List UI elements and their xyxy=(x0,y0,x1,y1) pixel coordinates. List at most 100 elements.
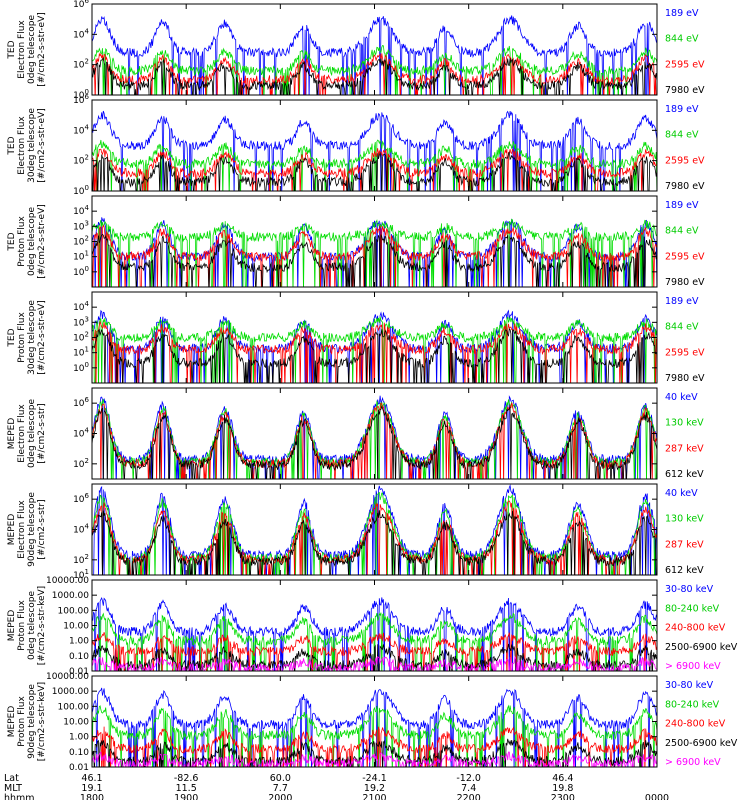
y-tick-label: 103 xyxy=(73,219,89,232)
ephemeris-lat: -82.6 xyxy=(174,773,199,784)
series-line-30-80-kev xyxy=(92,596,657,671)
ephemeris-lat: -24.1 xyxy=(362,773,387,784)
y-tick-label: 10000.00 xyxy=(46,672,89,682)
y-tick-label: 100.00 xyxy=(58,702,90,712)
legend-130-kev: 130 keV xyxy=(665,418,704,429)
legend-130-kev: 130 keV xyxy=(665,514,704,525)
series-line-7980-ev xyxy=(92,151,657,191)
y-tick-label: 106 xyxy=(73,396,89,409)
y-axis-label: MEPEDProton Flux90deg telescope[#/cm2-s-… xyxy=(7,682,47,761)
legend-240-800-kev: 240-800 keV xyxy=(665,623,726,634)
y-tick-label: 100 xyxy=(73,184,89,197)
ephemeris-mlt: 7.4 xyxy=(461,783,476,794)
ephemeris-hhmm: 2300 xyxy=(551,793,575,800)
legend-7980-ev: 7980 eV xyxy=(665,85,705,96)
y-tick-label: 102 xyxy=(73,553,89,566)
legend-189-ev: 189 eV xyxy=(665,200,699,211)
y-tick-label: 106 xyxy=(73,492,89,505)
legend-7980-ev: 7980 eV xyxy=(665,373,705,384)
y-tick-label: 100 xyxy=(73,265,89,278)
y-tick-label: 1.00 xyxy=(69,637,89,647)
ephemeris-hhmm: 1900 xyxy=(174,793,198,800)
series-line-612-kev xyxy=(92,405,657,479)
panel-7: 0.01 0.10 1.00 10.00 100.00 1000.00 10000.00ME… xyxy=(7,576,738,677)
series-line-2595-ev xyxy=(92,320,657,383)
legend--6900-kev: > 6900 keV xyxy=(665,757,721,768)
y-tick-label: 0.10 xyxy=(69,652,89,662)
panel-4: 100 101 102 103 104 TEDProton Flux30deg teles… xyxy=(7,291,705,384)
legend-844-ev: 844 eV xyxy=(665,34,699,45)
legend-2595-ev: 2595 eV xyxy=(665,59,705,70)
legend-844-ev: 844 eV xyxy=(665,322,699,333)
panel-5: 102 104 106 MEPEDElectron Flux0deg telescop… xyxy=(7,387,704,480)
series-line-2595-ev xyxy=(92,148,657,191)
series-line-844-ev xyxy=(92,218,657,287)
series-line-189-ev xyxy=(92,217,657,287)
y-tick-label: 102 xyxy=(73,235,89,248)
series-line-2500-6900-kev xyxy=(92,738,657,767)
legend-612-kev: 612 keV xyxy=(665,565,704,576)
y-tick-label: 102 xyxy=(73,154,89,167)
series-line-7980-ev xyxy=(92,328,657,383)
chart-panels: 100 102 104 106 TEDElectron Flux0deg telesco… xyxy=(7,0,738,773)
y-tick-label: 104 xyxy=(73,204,89,217)
series-line-7980-ev xyxy=(92,233,657,287)
y-tick-label: 104 xyxy=(73,427,89,440)
y-tick-label: 102 xyxy=(73,58,89,71)
legend-189-ev: 189 eV xyxy=(665,8,699,19)
y-axis-label: MEPEDElectron Flux90deg telescope[#/cm2-… xyxy=(7,492,47,567)
legend-612-kev: 612 keV xyxy=(665,469,704,480)
ephemeris-row-label: Lat xyxy=(4,773,19,784)
series-line-844-ev xyxy=(92,316,657,383)
ephemeris-mlt: 7.7 xyxy=(273,783,288,794)
legend-240-800-kev: 240-800 keV xyxy=(665,719,726,730)
legend--6900-kev: > 6900 keV xyxy=(665,661,721,672)
y-axis-label: TEDElectron Flux0deg telescope[#/cm2-s-s… xyxy=(7,12,47,87)
series-line-80-240-kev xyxy=(92,612,657,671)
series-line-189-ev xyxy=(92,15,657,95)
legend-2500-6900-kev: 2500-6900 keV xyxy=(665,642,738,653)
legend-7980-ev: 7980 eV xyxy=(665,277,705,288)
legend-844-ev: 844 eV xyxy=(665,226,699,237)
ephemeris-row-label: MLT xyxy=(4,783,22,794)
series-line-240-800-kev xyxy=(92,632,657,671)
legend-2595-ev: 2595 eV xyxy=(665,155,705,166)
series-line-844-ev xyxy=(92,44,657,95)
y-tick-label: 101 xyxy=(73,346,89,359)
series-line-7980-ev xyxy=(92,57,657,95)
x-axis-ephemeris: LatMLThhmm202446.119.11800Sep 21-82.611.… xyxy=(4,773,669,800)
legend-80-240-kev: 80-240 keV xyxy=(665,699,720,710)
ephemeris-mlt: 19.2 xyxy=(364,783,385,794)
ephemeris-lat: 46.4 xyxy=(552,773,573,784)
y-axis-label: TEDProton Flux30deg telescope[#/cm2-s-st… xyxy=(7,300,47,375)
y-tick-label: 104 xyxy=(73,300,89,313)
ephemeris-hhmm: 2100 xyxy=(362,793,386,800)
legend-189-ev: 189 eV xyxy=(665,104,699,115)
y-tick-label: 1000.00 xyxy=(52,591,89,601)
y-tick-label: 0.01 xyxy=(69,667,89,677)
y-axis-label: MEPEDElectron Flux0deg telescope[#/cm2-s… xyxy=(7,399,47,469)
y-tick-label: 10.00 xyxy=(63,718,89,728)
series-line--6900-kev xyxy=(92,655,657,671)
y-tick-label: 102 xyxy=(73,331,89,344)
y-tick-label: 10000.00 xyxy=(46,576,89,586)
legend-2500-6900-kev: 2500-6900 keV xyxy=(665,738,738,749)
ephemeris-mlt: 19.8 xyxy=(552,783,573,794)
legend-189-ev: 189 eV xyxy=(665,296,699,307)
y-tick-label: 100 xyxy=(73,361,89,374)
y-tick-label: 102 xyxy=(73,457,89,470)
y-tick-label: 104 xyxy=(73,523,89,536)
legend-40-kev: 40 keV xyxy=(665,488,698,499)
ephemeris-hhmm: 2000 xyxy=(268,793,292,800)
y-tick-label: 1000.00 xyxy=(52,687,89,697)
series-line-189-ev xyxy=(92,110,657,191)
legend-40-kev: 40 keV xyxy=(665,392,698,403)
series-line-612-kev xyxy=(92,510,657,575)
series-line-240-800-kev xyxy=(92,726,657,767)
legend-287-kev: 287 keV xyxy=(665,443,704,454)
y-tick-label: 0.10 xyxy=(69,748,89,758)
legend-7980-ev: 7980 eV xyxy=(665,181,705,192)
y-axis-label: MEPEDProton Flux0deg telescope[#/cm2-s-s… xyxy=(7,586,47,665)
